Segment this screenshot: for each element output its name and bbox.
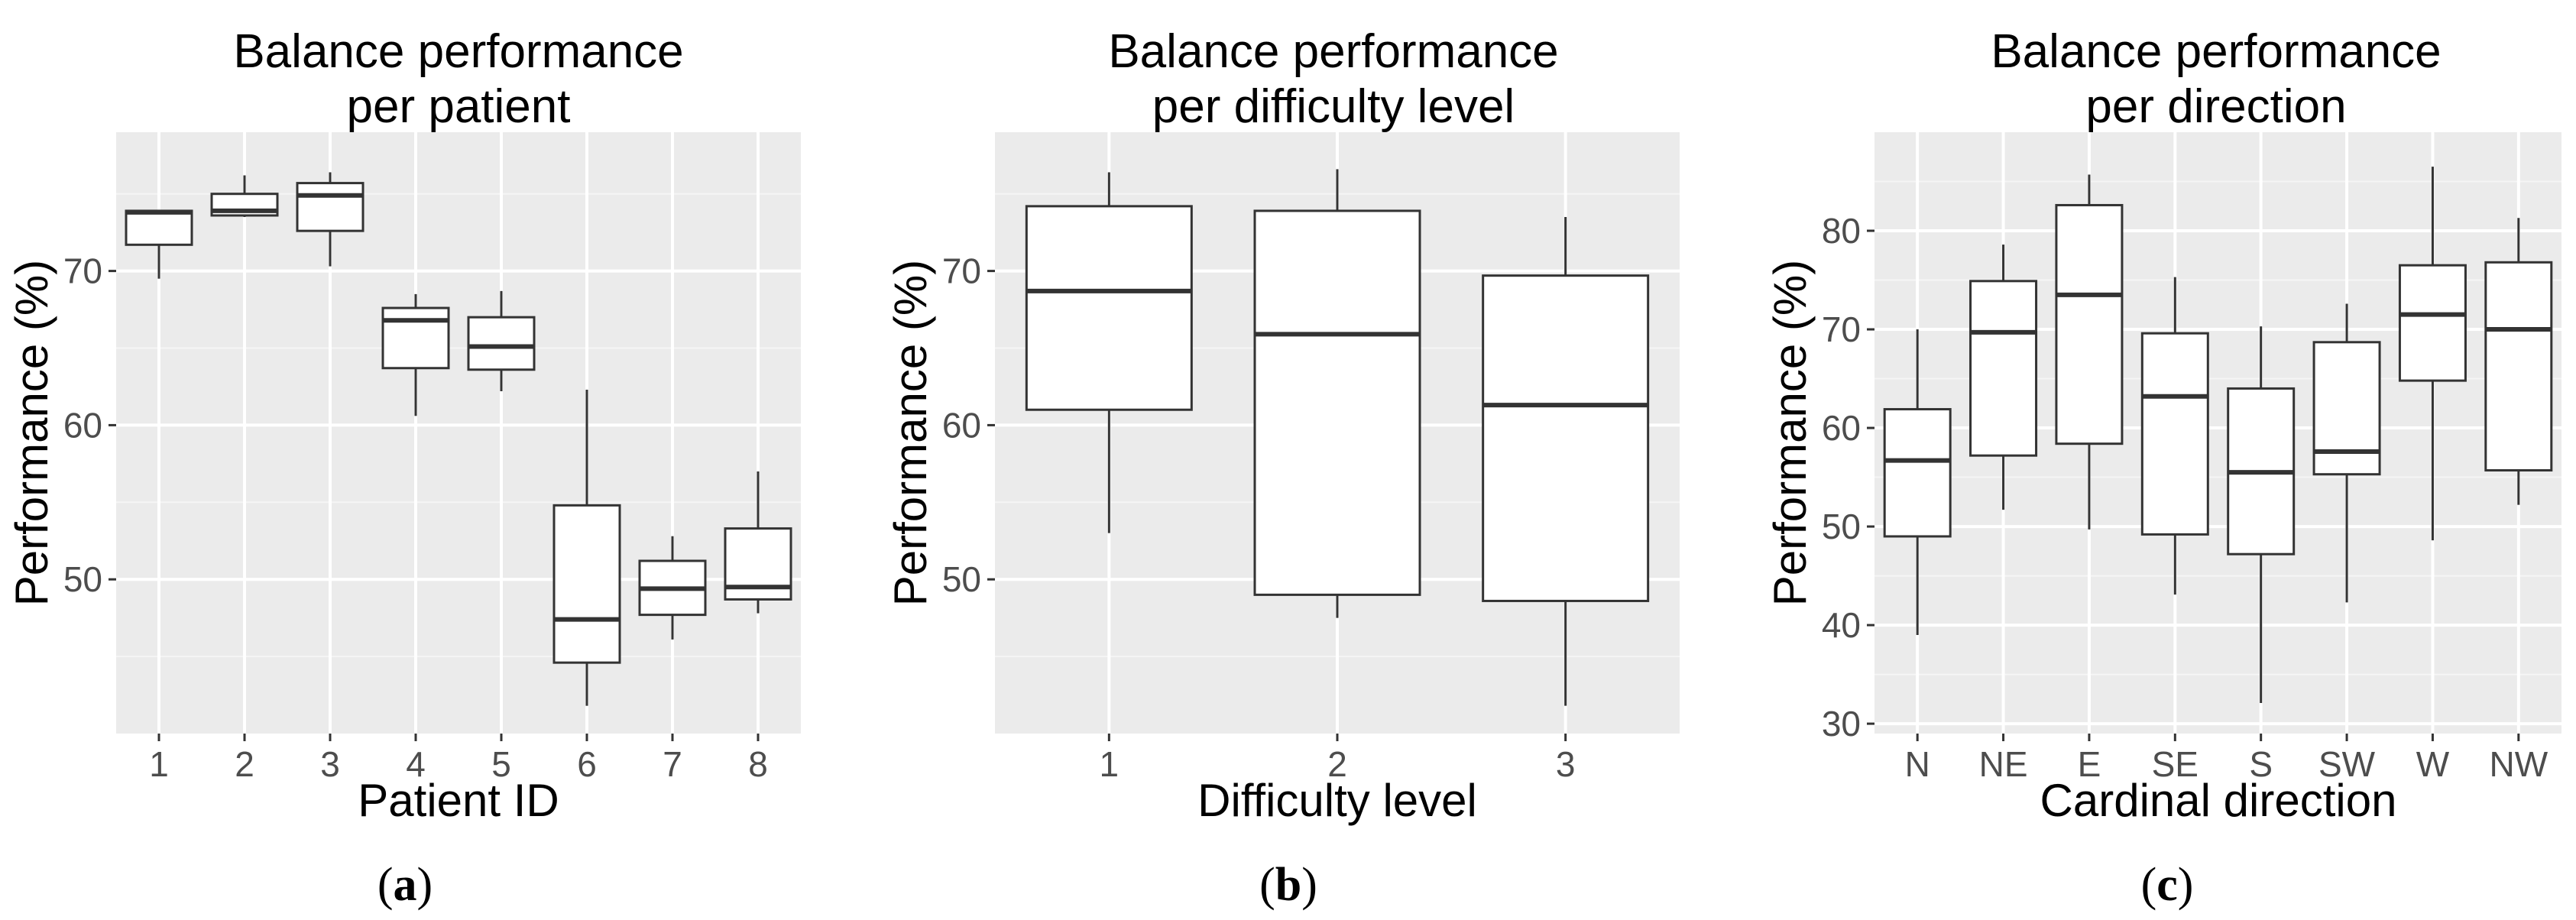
x-tick-label: N bbox=[1905, 744, 1930, 784]
x-tick-label: 8 bbox=[748, 744, 768, 784]
box-SW bbox=[2312, 303, 2381, 603]
iqr-box bbox=[2484, 261, 2553, 472]
x-tick-label: NW bbox=[2489, 744, 2548, 784]
box-N bbox=[1883, 329, 1952, 635]
x-tick-label: SE bbox=[2152, 744, 2199, 784]
y-tick-label: 60 bbox=[63, 405, 102, 445]
x-tick-label: 1 bbox=[1100, 744, 1120, 784]
iqr-box bbox=[1253, 209, 1421, 596]
iqr-box bbox=[1482, 274, 1650, 602]
box-1 bbox=[125, 209, 193, 279]
panel-caption: (a) bbox=[377, 859, 433, 911]
iqr-box bbox=[552, 504, 621, 664]
iqr-box bbox=[125, 209, 193, 246]
x-tick-label: 7 bbox=[663, 744, 682, 784]
chart-title: Balance performance bbox=[1108, 25, 1558, 78]
y-tick-label: 60 bbox=[1822, 408, 1861, 448]
iqr-box bbox=[2140, 332, 2209, 536]
panel-caption: (c) bbox=[2141, 859, 2194, 911]
x-tick-label: 1 bbox=[149, 744, 169, 784]
x-tick-label: NE bbox=[1979, 744, 2028, 784]
box-4 bbox=[381, 293, 450, 416]
box-SE bbox=[2140, 277, 2209, 595]
y-tick-label: 40 bbox=[1822, 605, 1861, 645]
y-tick-label: 50 bbox=[1822, 507, 1861, 546]
x-tick-label: W bbox=[2416, 744, 2450, 784]
box-6 bbox=[552, 389, 621, 706]
y-tick-label: 30 bbox=[1822, 704, 1861, 743]
iqr-box bbox=[2398, 264, 2467, 382]
chart-title: per difficulty level bbox=[1152, 80, 1515, 133]
iqr-box bbox=[1025, 205, 1193, 411]
x-tick-label: 2 bbox=[235, 744, 254, 784]
chart-title: per direction bbox=[2085, 80, 2346, 133]
box-2 bbox=[1253, 169, 1421, 618]
box-NW bbox=[2484, 218, 2553, 505]
box-E bbox=[2055, 174, 2124, 530]
chart-title: per patient bbox=[347, 80, 571, 133]
y-tick-label: 70 bbox=[942, 251, 981, 291]
box-2 bbox=[210, 175, 279, 217]
y-tick-label: 70 bbox=[63, 251, 102, 291]
chart-title: Balance performance bbox=[233, 25, 683, 78]
plot-background bbox=[116, 132, 801, 734]
y-axis-label: Performance (%) bbox=[6, 260, 57, 606]
iqr-box bbox=[1969, 280, 2038, 457]
x-tick-label: SW bbox=[2318, 744, 2376, 784]
box-7 bbox=[638, 536, 707, 640]
box-S bbox=[2227, 326, 2296, 704]
panel-c: 30 40 50 60 70 80 N NE E SE S SW W NW Balance performa… bbox=[1764, 25, 2561, 911]
y-tick-label: 50 bbox=[63, 559, 102, 599]
x-tick-label: 3 bbox=[320, 744, 340, 784]
y-tick-label: 80 bbox=[1822, 211, 1861, 251]
box-3 bbox=[296, 172, 365, 267]
x-axis-label: Patient ID bbox=[358, 775, 559, 826]
x-axis-label: Cardinal direction bbox=[2040, 775, 2397, 826]
iqr-box bbox=[296, 182, 365, 232]
box-8 bbox=[724, 471, 792, 614]
x-tick-label: 2 bbox=[1327, 744, 1347, 784]
x-tick-label: E bbox=[2078, 744, 2101, 784]
x-tick-label: 3 bbox=[1556, 744, 1576, 784]
x-tick-label: 5 bbox=[491, 744, 511, 784]
box-3 bbox=[1482, 216, 1650, 706]
box-W bbox=[2398, 167, 2467, 541]
iqr-box bbox=[2055, 203, 2124, 445]
x-tick-label: 6 bbox=[577, 744, 597, 784]
chart-title: Balance performance bbox=[1991, 25, 2441, 78]
y-axis-label: Performance (%) bbox=[1764, 260, 1816, 606]
box-NE bbox=[1969, 245, 2038, 510]
y-tick-label: 70 bbox=[1822, 309, 1861, 349]
x-axis-label: Difficulty level bbox=[1197, 775, 1477, 826]
x-tick-label: S bbox=[2249, 744, 2273, 784]
box-1 bbox=[1025, 172, 1193, 533]
x-tick-label: 4 bbox=[406, 744, 426, 784]
box-5 bbox=[467, 290, 536, 392]
iqr-box bbox=[381, 306, 450, 370]
iqr-box bbox=[2312, 341, 2381, 476]
panel-caption: (b) bbox=[1259, 859, 1317, 911]
y-axis-label: Performance (%) bbox=[885, 260, 936, 606]
y-tick-label: 60 bbox=[942, 405, 981, 445]
y-tick-label: 50 bbox=[942, 559, 981, 599]
iqr-box bbox=[1883, 408, 1952, 538]
iqr-box bbox=[467, 316, 536, 371]
